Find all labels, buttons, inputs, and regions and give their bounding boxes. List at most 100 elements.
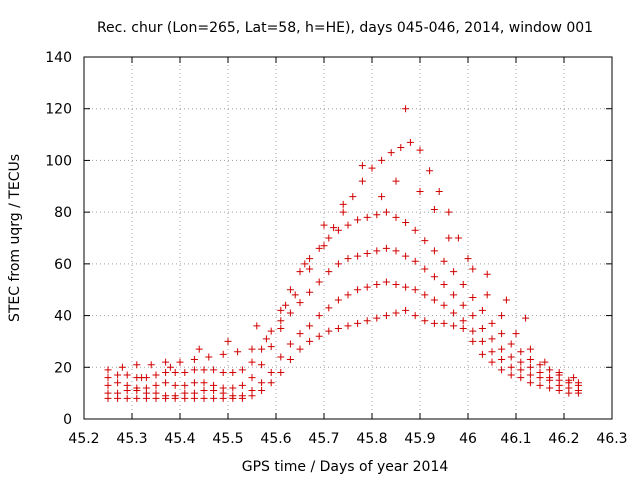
data-point bbox=[354, 286, 362, 294]
x-tick-label: 45.7 bbox=[308, 431, 339, 447]
data-point bbox=[402, 252, 410, 260]
data-point bbox=[382, 208, 390, 216]
data-point bbox=[478, 325, 486, 332]
data-point bbox=[526, 356, 534, 364]
data-point bbox=[162, 379, 170, 387]
data-point bbox=[123, 394, 131, 402]
data-point bbox=[555, 368, 563, 376]
data-point bbox=[190, 379, 198, 387]
data-point bbox=[200, 379, 208, 387]
data-point bbox=[459, 301, 467, 309]
y-tick-label: 20 bbox=[54, 360, 72, 376]
data-point bbox=[162, 392, 170, 400]
data-point bbox=[373, 247, 381, 255]
data-point bbox=[392, 213, 400, 221]
data-point bbox=[517, 358, 525, 366]
data-point bbox=[363, 213, 371, 221]
data-point bbox=[421, 265, 429, 273]
data-point bbox=[517, 348, 525, 356]
data-point bbox=[104, 381, 112, 389]
data-point bbox=[238, 392, 246, 400]
data-point bbox=[354, 252, 362, 260]
data-point bbox=[267, 368, 275, 376]
data-point bbox=[526, 363, 534, 371]
data-point bbox=[248, 387, 256, 395]
data-point bbox=[315, 244, 323, 252]
data-point bbox=[546, 384, 554, 392]
data-point bbox=[512, 330, 520, 338]
y-tick-label: 80 bbox=[54, 205, 72, 221]
data-point bbox=[138, 374, 146, 382]
data-point bbox=[195, 345, 203, 353]
data-point bbox=[114, 371, 122, 379]
data-point bbox=[229, 392, 237, 400]
data-point bbox=[354, 319, 362, 327]
data-point bbox=[248, 345, 256, 353]
data-point bbox=[517, 374, 525, 382]
data-point bbox=[483, 291, 491, 299]
data-point bbox=[176, 358, 184, 366]
y-tick-label: 120 bbox=[45, 102, 72, 118]
data-point bbox=[397, 144, 405, 151]
data-point bbox=[546, 374, 554, 382]
data-point bbox=[238, 381, 246, 389]
data-point bbox=[306, 265, 314, 273]
data-point bbox=[133, 384, 141, 392]
data-point bbox=[234, 348, 242, 356]
x-tick-label: 46 bbox=[459, 431, 477, 447]
data-point bbox=[430, 319, 438, 327]
data-point bbox=[502, 296, 510, 304]
data-point bbox=[267, 379, 275, 387]
x-tick-label: 45.6 bbox=[260, 431, 291, 447]
data-point bbox=[325, 234, 333, 242]
data-point bbox=[450, 322, 458, 330]
data-point bbox=[344, 322, 352, 330]
data-point bbox=[526, 345, 534, 353]
data-point bbox=[387, 149, 395, 157]
data-point bbox=[277, 325, 285, 332]
data-point bbox=[147, 361, 155, 369]
y-tick-label: 0 bbox=[63, 412, 72, 428]
data-point bbox=[450, 268, 458, 276]
data-point bbox=[190, 389, 198, 397]
data-point bbox=[286, 340, 294, 348]
data-point bbox=[392, 247, 400, 255]
data-point bbox=[430, 273, 438, 281]
data-point bbox=[330, 224, 338, 232]
data-point bbox=[219, 368, 227, 376]
data-point bbox=[205, 353, 213, 361]
data-point bbox=[522, 314, 530, 322]
data-point bbox=[229, 384, 237, 392]
data-point bbox=[114, 379, 122, 387]
y-tick-label: 100 bbox=[45, 153, 72, 169]
data-point bbox=[277, 317, 285, 325]
data-point bbox=[411, 312, 419, 320]
data-point bbox=[301, 260, 309, 268]
data-point bbox=[546, 366, 554, 374]
data-point bbox=[349, 193, 357, 201]
data-point bbox=[320, 242, 328, 250]
data-point bbox=[507, 353, 515, 361]
data-point bbox=[238, 366, 246, 374]
data-point bbox=[162, 368, 170, 376]
data-point bbox=[440, 257, 448, 265]
data-point bbox=[488, 319, 496, 327]
data-point bbox=[325, 327, 333, 335]
data-point bbox=[248, 374, 256, 382]
tick-labels: 45.2 45.3 45.4 45.5 45.6 45.7 45.8 45.9 46 46.1 46… bbox=[45, 50, 627, 447]
data-point bbox=[382, 244, 390, 252]
data-point bbox=[219, 350, 227, 358]
data-point bbox=[320, 221, 328, 229]
data-point bbox=[258, 345, 266, 353]
data-point bbox=[430, 296, 438, 304]
data-point bbox=[114, 389, 122, 397]
data-point bbox=[363, 283, 371, 291]
data-point bbox=[210, 381, 218, 389]
axis-ticks bbox=[83, 56, 613, 420]
data-point bbox=[488, 348, 496, 356]
x-tick-label: 45.2 bbox=[68, 431, 99, 447]
data-point bbox=[306, 337, 314, 345]
data-point bbox=[526, 379, 534, 387]
data-point bbox=[190, 356, 198, 364]
x-tick-label: 45.3 bbox=[116, 431, 147, 447]
